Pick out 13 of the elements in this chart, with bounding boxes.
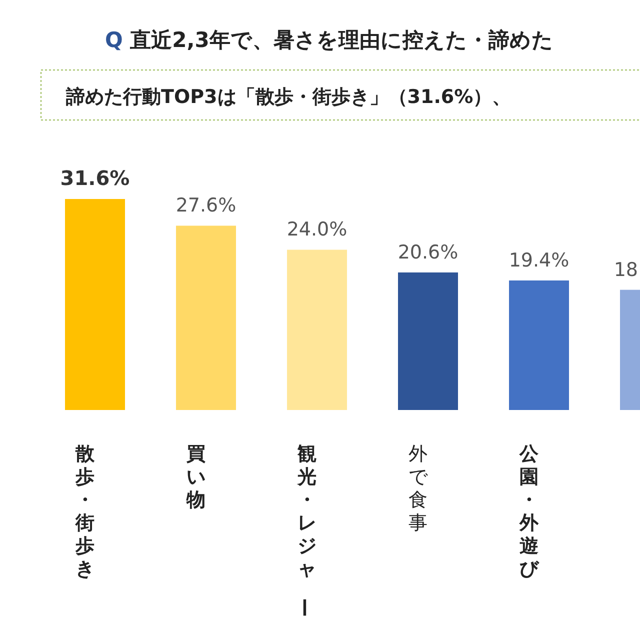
data-label: 19.4% <box>508 249 570 272</box>
x-tick-label: 外で食事 <box>408 443 428 534</box>
data-label: 20.6% <box>398 241 458 264</box>
x-tick-label: 買い物 <box>186 443 206 511</box>
data-label: 27.6% <box>176 194 236 217</box>
data-label: 31.6% <box>60 166 130 190</box>
title: Q 直近2,3年で、暑さを理由に控えた・諦めた <box>105 28 554 52</box>
data-label: 24.0% <box>286 218 348 241</box>
x-tick-label: 公園・外遊び <box>520 443 538 580</box>
x-tick-label: 観光・レジャー <box>292 443 316 617</box>
x-tick-label: 散歩・街歩き <box>76 443 94 580</box>
data-label: 18 <box>614 258 638 281</box>
subtitle: 諦めた行動TOP3は「散歩・街歩き」（31.6%）、 <box>66 86 512 108</box>
